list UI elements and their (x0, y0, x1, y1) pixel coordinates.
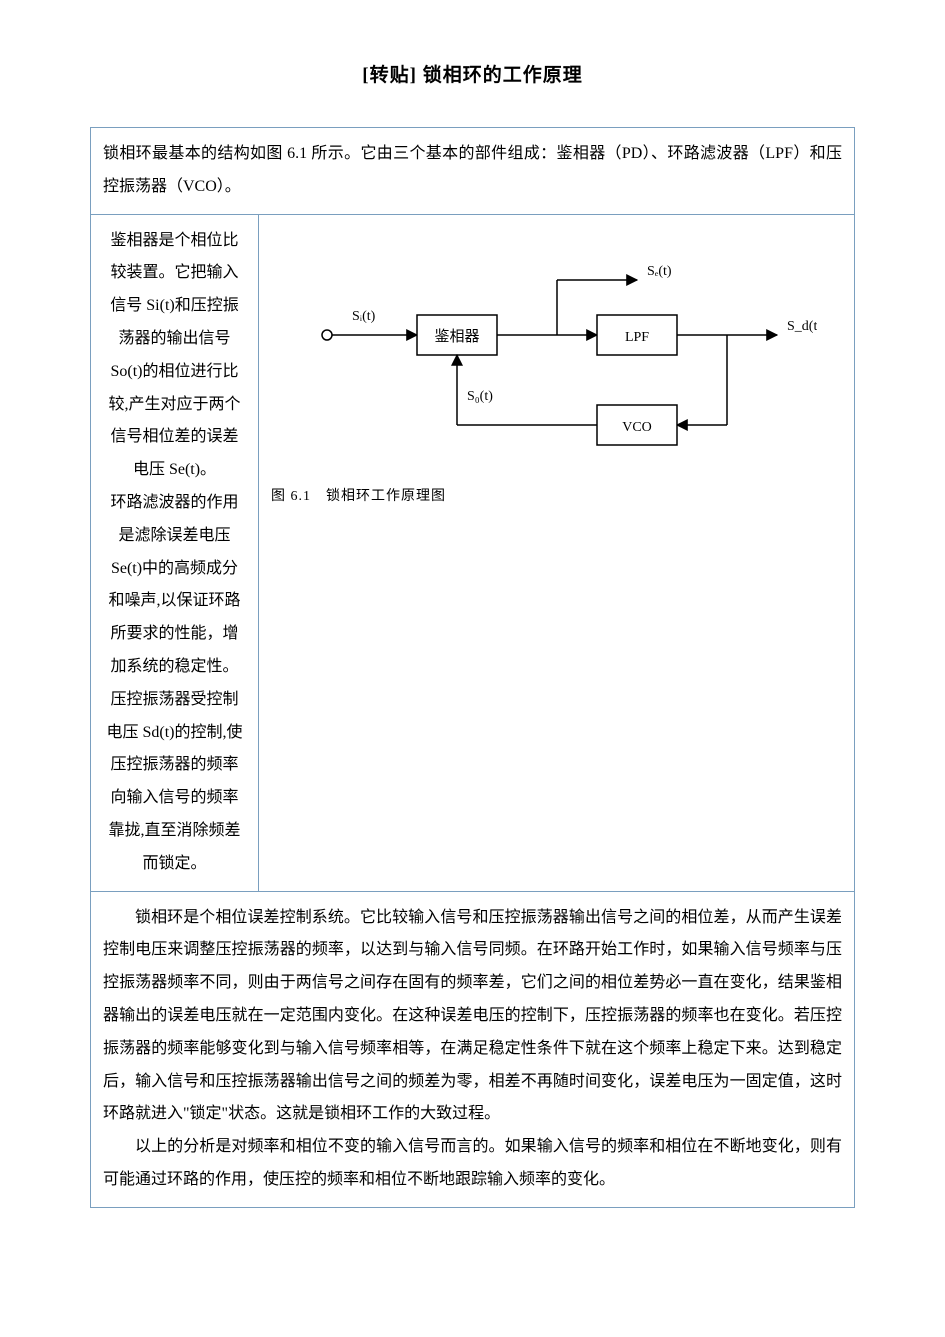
explanation-cell: 锁相环是个相位误差控制系统。它比较输入信号和压控振荡器输出信号之间的相位差，从而… (91, 891, 855, 1207)
left-description-cell: 鉴相器是个相位比较装置。它把输入信号 Si(t)和压控振荡器的输出信号So(t)… (91, 214, 259, 891)
input-port-icon (322, 330, 332, 340)
label-lpf: LPF (624, 330, 648, 345)
label-si: Sᵢ(t) (352, 309, 376, 324)
figure-caption: 图 6.1 锁相环工作原理图 (271, 483, 842, 512)
explanation-para-1: 锁相环是个相位误差控制系统。它比较输入信号和压控振荡器输出信号之间的相位差，从而… (103, 902, 842, 1132)
explanation-para-2: 以上的分析是对频率和相位不变的输入信号而言的。如果输入信号的频率和相位在不断地变… (103, 1131, 842, 1197)
pll-block-diagram: Sᵢ(t) 鉴相器 Sₑ(t) LPF (297, 225, 817, 465)
label-sd: S_d(t) (787, 319, 817, 334)
left-para-2: 环路滤波器的作用是滤除误差电压 Se(t)中的高频成分和噪声,以保证环路所要求的… (103, 487, 246, 684)
content-table: 锁相环最基本的结构如图 6.1 所示。它由三个基本的部件组成：鉴相器（PD）、环… (90, 127, 855, 1208)
label-so: S₀(t) (467, 389, 493, 404)
left-para-1: 鉴相器是个相位比较装置。它把输入信号 Si(t)和压控振荡器的输出信号So(t)… (103, 225, 246, 487)
label-vco: VCO (622, 420, 652, 435)
intro-cell: 锁相环最基本的结构如图 6.1 所示。它由三个基本的部件组成：鉴相器（PD）、环… (91, 128, 855, 215)
diagram-cell: Sᵢ(t) 鉴相器 Sₑ(t) LPF (259, 214, 855, 891)
label-se: Sₑ(t) (647, 264, 672, 279)
label-pd: 鉴相器 (434, 328, 479, 345)
left-para-3: 压控振荡器受控制电压 Sd(t)的控制,使压控振荡器的频率向输入信号的频率靠拢,… (103, 684, 246, 881)
page-title: [转贴] 锁相环的工作原理 (90, 60, 855, 87)
